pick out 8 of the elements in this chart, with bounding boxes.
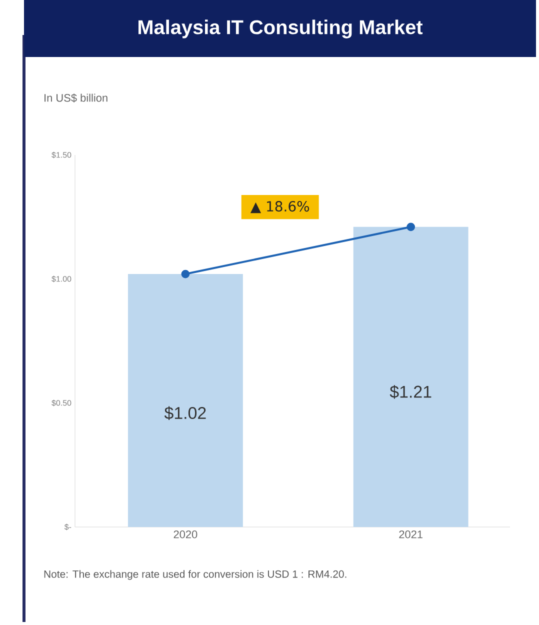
text: Note: The exchange rate used for conversion is USD 1 : RM4.20. [44,570,346,580]
y-axis-title: In US$ billion [44,94,108,102]
data-label: $1.02 [164,406,206,420]
chart-title: Malaysia IT Consulting Market [138,20,423,38]
x-tick-label: 2021 [399,530,422,538]
data-label: $1.21 [390,385,432,399]
annotation: ▲ 18.6% [250,201,310,214]
x-tick-label: 2020 [174,530,198,538]
